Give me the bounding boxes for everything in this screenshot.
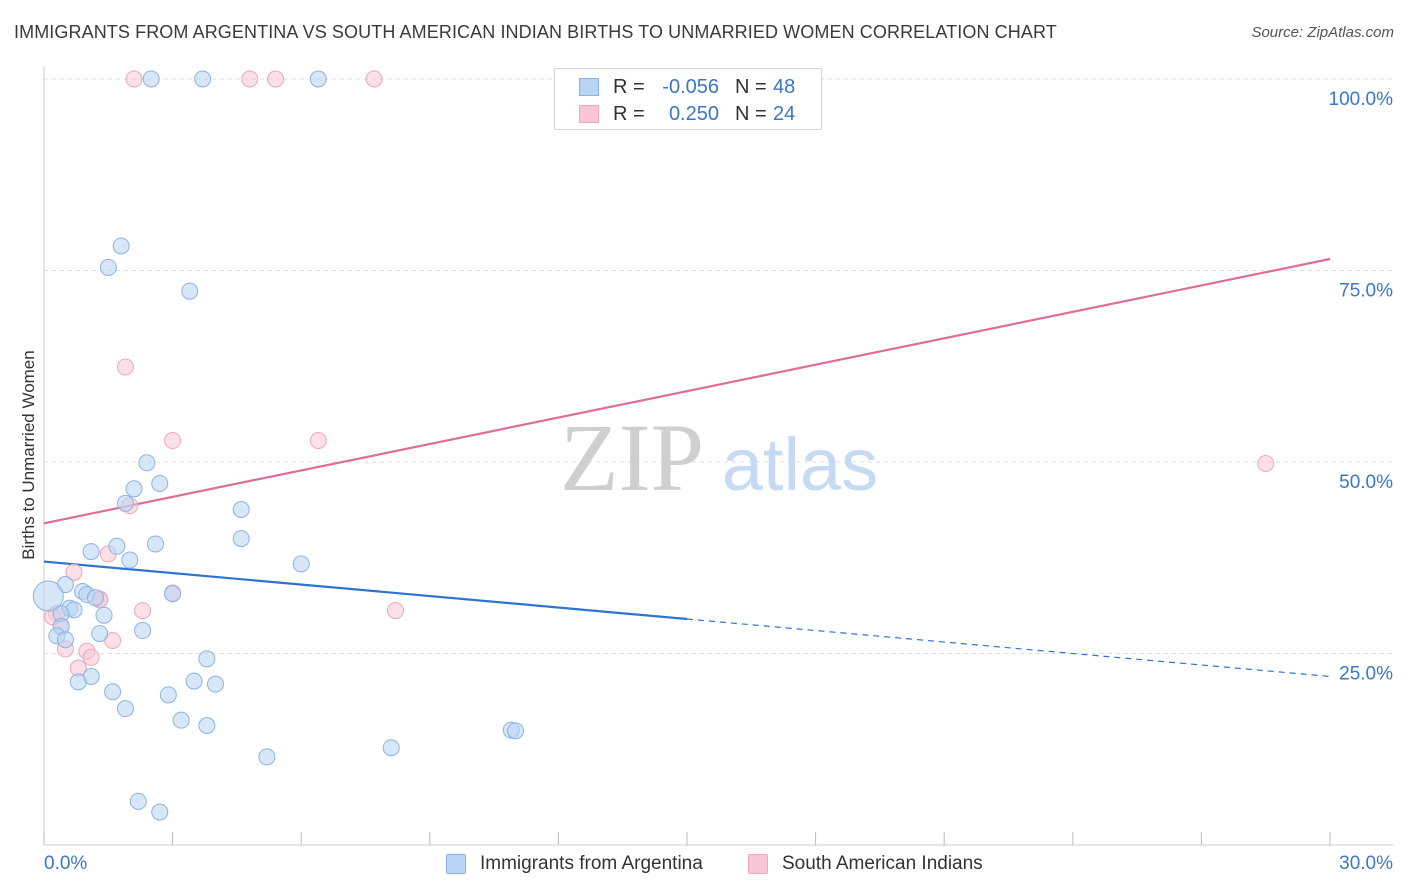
data-point-immigrants-from-argentina [86,589,104,607]
chart-title: IMMIGRANTS FROM ARGENTINA VS SOUTH AMERI… [14,22,1057,42]
data-point-south-american-indians [125,70,143,88]
data-point-immigrants-from-argentina [198,650,216,668]
data-point-immigrants-from-argentina [104,683,122,701]
data-point-immigrants-from-argentina [164,585,182,603]
series-south-american-indians [44,70,1275,677]
data-point-immigrants-from-argentina [142,70,160,88]
data-point-south-american-indians [164,432,182,450]
data-point-immigrants-from-argentina [206,675,224,693]
series-immigrants-from-argentina [32,70,525,821]
data-point-immigrants-from-argentina [125,480,143,498]
data-point-south-american-indians [241,70,259,88]
data-point-immigrants-from-argentina [194,70,212,88]
data-point-immigrants-from-argentina [146,535,164,553]
legend-box: R = -0.056 N = 48 R = 0.250 N = 24 [554,68,822,130]
y-tick-label: 100.0% [1329,89,1394,110]
data-point-immigrants-from-argentina [108,537,126,555]
y-tick-label: 50.0% [1339,472,1393,493]
trend-line-extension-dashed [686,618,1331,678]
data-point-south-american-indians [309,432,327,450]
data-point-immigrants-from-argentina [116,700,134,718]
legend-n-value: 48 [773,76,796,98]
legend-r-value: -0.056 [662,76,719,98]
axes [43,66,1394,846]
watermark-atlas: atlas [722,423,878,506]
data-point-immigrants-from-argentina [134,622,152,640]
bottom-legend-swatch-pink [748,854,768,874]
data-point-immigrants-from-argentina [151,803,169,821]
data-point-immigrants-from-argentina [116,494,134,512]
trend-line-south-american-indians [43,257,1331,525]
data-point-immigrants-from-argentina [185,672,203,690]
legend-swatch-pink [579,105,599,123]
legend-r-value: 0.250 [668,103,719,125]
data-point-immigrants-from-argentina [382,739,400,757]
data-point-immigrants-from-argentina [69,673,87,691]
data-point-immigrants-from-argentina [159,686,177,704]
legend-r-label: R = [613,76,645,98]
data-point-immigrants-from-argentina [121,551,139,569]
data-point-south-american-indians [116,358,134,376]
data-point-immigrants-from-argentina [56,631,74,649]
data-point-immigrants-from-argentina [198,717,216,735]
grid-lines [44,78,1394,654]
legend-n-label: N = [735,103,767,125]
legend-n-value: 24 [773,103,796,125]
legend-swatch-blue [579,78,599,96]
data-point-south-american-indians [1257,455,1275,473]
x-tick-label-min: 0.0% [44,853,87,874]
data-point-south-american-indians [387,602,405,620]
bottom-legend-label: Immigrants from Argentina [480,853,703,874]
watermark-zip: ZIP [560,404,704,511]
bottom-legend-swatch-blue [446,854,466,874]
data-point-south-american-indians [365,70,383,88]
data-point-immigrants-from-argentina [309,70,327,88]
data-point-south-american-indians [65,563,83,581]
data-point-immigrants-from-argentina [32,580,64,612]
data-point-immigrants-from-argentina [232,530,250,548]
data-point-immigrants-from-argentina [91,625,109,643]
legend-row-south-american-indians: R = 0.250 N = 24 [555,101,821,127]
data-point-immigrants-from-argentina [82,543,100,561]
legend-row-argentina: R = -0.056 N = 48 [555,74,821,100]
source-label: Source: ZipAtlas.com [1251,24,1394,41]
data-point-immigrants-from-argentina [95,606,113,624]
data-point-immigrants-from-argentina [151,474,169,492]
x-tick-label-max: 30.0% [1339,853,1393,874]
data-point-immigrants-from-argentina [507,722,525,740]
legend-r-label: R = [613,103,645,125]
trend-line-immigrants-from-argentina [43,560,688,621]
legend-n-label: N = [735,76,767,98]
trend-lines [43,257,1331,678]
watermark: ZIP atlas [560,404,878,511]
data-point-immigrants-from-argentina [138,454,156,472]
bottom-legend-label: South American Indians [782,853,983,874]
data-point-immigrants-from-argentina [292,555,310,573]
y-axis-label: Births to Unmarried Women [19,350,38,559]
data-point-south-american-indians [134,602,152,620]
y-tick-label: 25.0% [1339,664,1393,685]
tick-labels: 25.0% 50.0% 75.0% 100.0% 0.0% 30.0% [44,89,1393,874]
data-point-south-american-indians [266,70,284,88]
data-point-south-american-indians [82,648,100,666]
y-tick-label: 75.0% [1339,281,1393,302]
data-point-immigrants-from-argentina [112,237,130,255]
data-point-immigrants-from-argentina [258,748,276,766]
data-point-immigrants-from-argentina [99,258,117,276]
data-point-immigrants-from-argentina [172,711,190,729]
data-point-immigrants-from-argentina [181,282,199,300]
data-point-immigrants-from-argentina [129,792,147,810]
data-point-immigrants-from-argentina [232,500,250,518]
